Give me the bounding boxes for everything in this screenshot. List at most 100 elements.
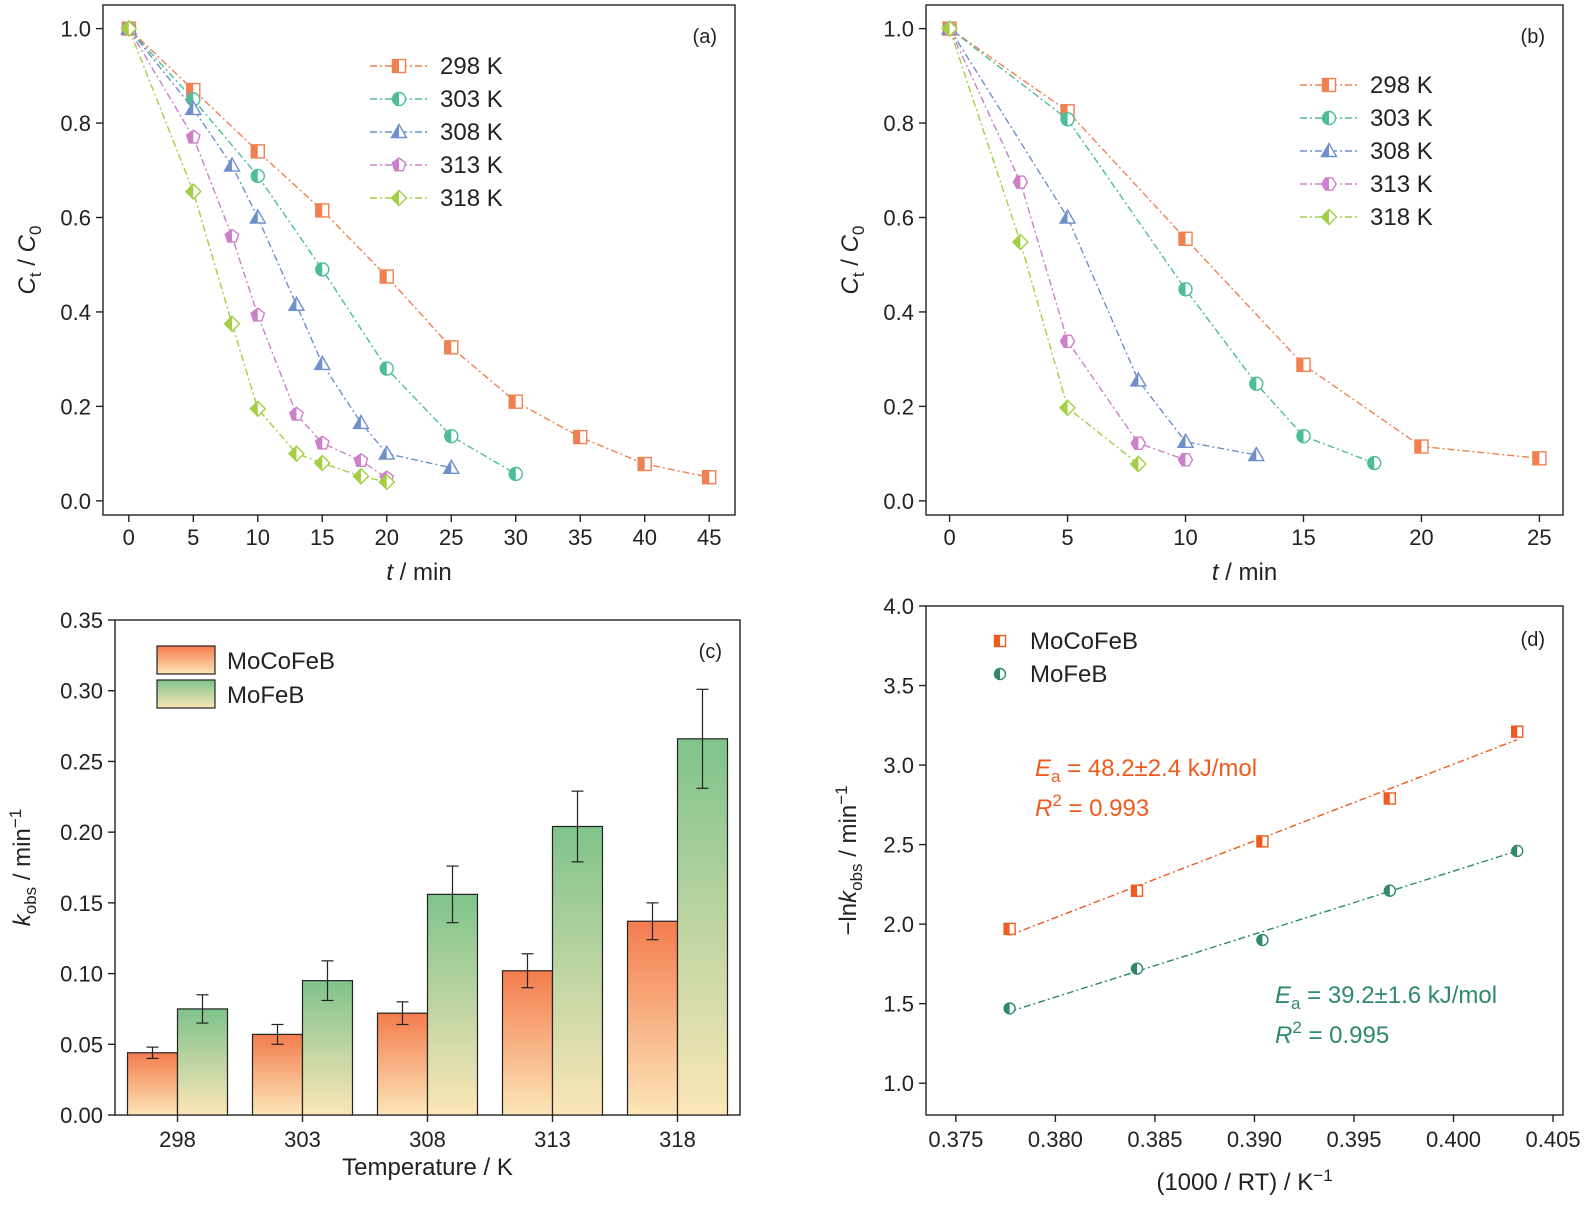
data-point — [353, 452, 369, 468]
legend-marker — [390, 123, 408, 139]
series-line — [949, 28, 1540, 459]
x-tick-label: 25 — [1527, 525, 1551, 550]
data-point — [1247, 446, 1266, 462]
y-tick-label: 0.0 — [883, 489, 914, 514]
data-point — [1178, 282, 1193, 297]
legend-label: MoFeB — [227, 682, 304, 709]
data-point — [1012, 175, 1029, 189]
data-point — [249, 400, 267, 418]
data-point — [1296, 428, 1311, 444]
data-point — [313, 454, 331, 472]
data-point — [1129, 455, 1147, 473]
data-point — [352, 467, 370, 485]
plot-frame — [925, 605, 1564, 1116]
y-tick-label: 0.05 — [60, 1032, 103, 1057]
y-tick-label: 2.0 — [883, 912, 914, 937]
legend-marker — [993, 667, 1007, 681]
x-tick-label: 10 — [1173, 525, 1197, 550]
data-point — [287, 295, 306, 312]
data-point — [637, 456, 652, 472]
annotation-r2: R2 = 0.995 — [1275, 1018, 1389, 1049]
data-point — [315, 262, 330, 277]
x-tick-label: 0.380 — [1028, 1127, 1083, 1152]
annotation-ea: Ea = 39.2±1.6 kJ/mol — [1275, 982, 1497, 1013]
data-point — [1256, 933, 1269, 947]
series-line — [948, 28, 1139, 465]
data-point — [249, 208, 267, 224]
data-point — [184, 99, 202, 116]
x-tick-label: 0 — [943, 525, 955, 550]
data-point — [314, 435, 330, 450]
y-axis-label: Ct / C0 — [14, 226, 45, 295]
x-tick-label: 25 — [439, 525, 463, 550]
y-tick-label: 1.0 — [883, 17, 914, 42]
plot-frame — [102, 4, 736, 516]
data-point — [508, 394, 523, 409]
fit-line — [1009, 850, 1518, 1013]
data-point — [1130, 884, 1144, 897]
legend-swatch — [156, 679, 216, 709]
x-axis-label: (1000 / RT) / K−1 — [1156, 1166, 1332, 1196]
x-tick-label: 5 — [187, 525, 199, 550]
x-tick-label: 15 — [1291, 525, 1315, 550]
data-point — [1011, 233, 1029, 251]
x-axis-label: t / min — [386, 559, 451, 586]
data-point — [288, 406, 304, 421]
data-point — [1532, 451, 1547, 466]
bar — [501, 970, 554, 1116]
x-tick-label: 0.400 — [1426, 1127, 1481, 1152]
x-tick-label: 318 — [659, 1127, 696, 1152]
bar — [251, 1033, 304, 1116]
legend-label: 308 K — [1370, 138, 1433, 165]
y-tick-label: 0.4 — [883, 300, 914, 325]
legend-label: 303 K — [440, 86, 503, 113]
bar — [376, 1012, 429, 1116]
chart-panel-a: 0 5 10 15 20 25 30 35 40 45 0.0 0.2 0.4 0.6 0.8 1.0 t / … — [14, 4, 736, 586]
data-point — [1130, 436, 1147, 450]
x-tick-label: 0.405 — [1526, 1127, 1581, 1152]
x-tick-label: 298 — [159, 1127, 196, 1152]
y-tick-label: 0.4 — [60, 300, 91, 325]
data-point — [313, 354, 331, 371]
y-axis-label: −lnkobs / min−1 — [832, 785, 866, 935]
annotation-r2: R2 = 0.993 — [1035, 791, 1149, 822]
bar — [626, 920, 679, 1116]
x-tick-label: 35 — [568, 525, 592, 550]
data-point — [223, 156, 241, 172]
legend-swatch — [156, 645, 216, 675]
data-point — [1383, 884, 1397, 897]
data-point — [315, 203, 330, 218]
y-tick-label: 0.6 — [883, 206, 914, 231]
legend-label: 313 K — [1370, 171, 1433, 198]
y-tick-label: 0.30 — [60, 679, 103, 704]
y-tick-label: 4.0 — [883, 594, 914, 619]
legend-label: 303 K — [1370, 105, 1433, 132]
chart-panel-d: 0.375 0.380 0.385 0.390 0.395 0.400 0.405 1.0 1.… — [832, 594, 1581, 1196]
data-point — [1059, 334, 1076, 348]
y-tick-label: 0.8 — [60, 111, 91, 136]
legend-label: 318 K — [440, 185, 503, 212]
series-line — [949, 28, 1375, 464]
data-point — [185, 129, 201, 144]
bar — [176, 1008, 229, 1116]
panel-label: (c) — [699, 641, 722, 663]
data-point — [287, 445, 305, 463]
series-line — [948, 28, 1186, 461]
x-tick-label: 20 — [1409, 525, 1433, 550]
panel-label: (b) — [1521, 26, 1545, 48]
bar — [126, 1052, 179, 1116]
legend-label: 308 K — [440, 119, 503, 146]
legend-label: MoFeB — [1030, 661, 1107, 688]
y-tick-label: 1.0 — [60, 17, 91, 42]
data-point — [250, 307, 266, 322]
y-tick-label: 0.25 — [60, 749, 103, 774]
data-point — [250, 144, 265, 159]
legend-label: 318 K — [1370, 204, 1433, 231]
y-axis-label: Ct / C0 — [837, 226, 868, 295]
legend-marker — [391, 58, 407, 74]
y-tick-label: 3.5 — [883, 674, 914, 699]
legend-label: MoCoFeB — [1030, 628, 1138, 655]
data-point — [1003, 922, 1016, 936]
data-point — [1060, 112, 1075, 127]
